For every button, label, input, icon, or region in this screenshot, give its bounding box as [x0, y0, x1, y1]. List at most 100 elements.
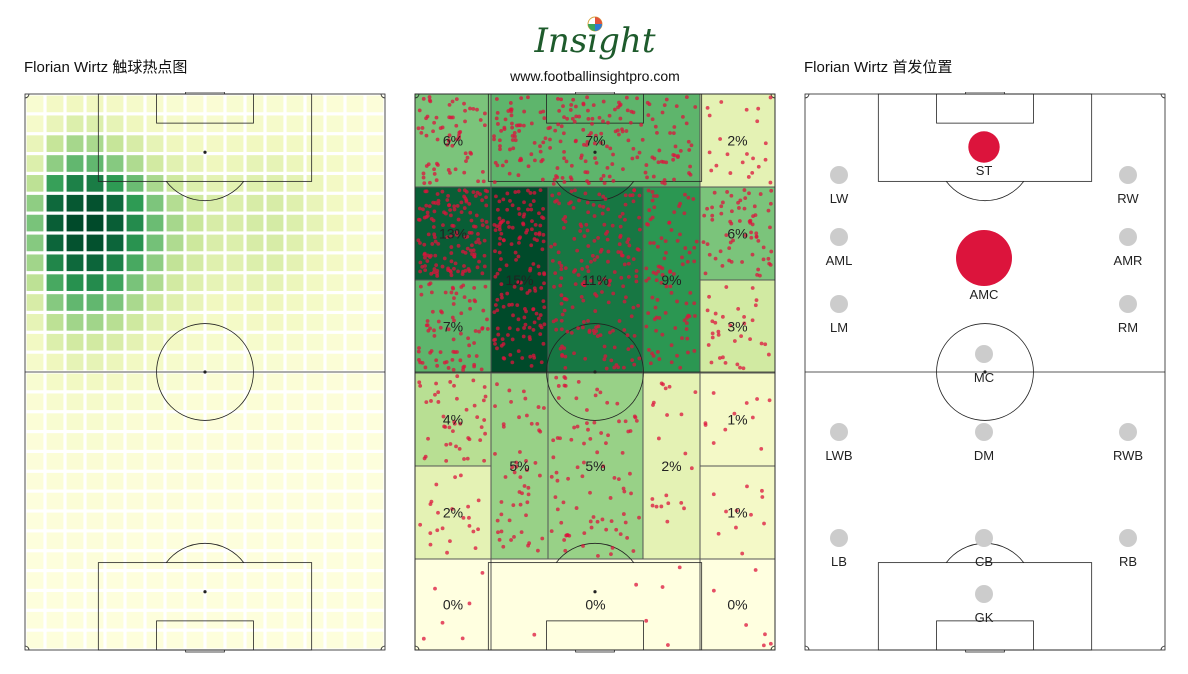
touch-point [707, 113, 712, 118]
heat-cells [26, 95, 384, 649]
touch-point [555, 166, 560, 170]
touch-point [435, 528, 440, 533]
touch-point [675, 238, 680, 243]
touch-point [550, 258, 555, 263]
heat-cell [206, 532, 224, 550]
touch-point [599, 131, 604, 136]
heat-cell [66, 294, 84, 311]
heat-cell [86, 492, 104, 510]
touch-point [436, 319, 441, 324]
touch-point [507, 303, 512, 307]
touch-point [475, 415, 480, 420]
touch-point [478, 438, 483, 442]
touch-point [754, 235, 759, 239]
touch-point [747, 191, 751, 196]
touch-point [562, 115, 566, 120]
touch-point [513, 250, 518, 255]
heat-cell [186, 611, 204, 629]
touch-point [541, 239, 546, 244]
heat-cell [226, 492, 244, 510]
heat-cell [146, 572, 164, 589]
heat-cell [146, 532, 164, 550]
touch-point [710, 213, 715, 218]
touch-point [766, 208, 771, 213]
touch-point [575, 424, 580, 429]
touch-point [452, 383, 456, 388]
touch-point [707, 150, 712, 155]
heat-cell [346, 333, 364, 351]
heat-cell [326, 413, 344, 430]
corner-arc [770, 645, 776, 651]
touch-point [540, 177, 545, 182]
touch-point [551, 181, 556, 186]
touch-point [686, 139, 691, 144]
touch-point [550, 193, 555, 198]
touch-point [597, 192, 602, 197]
heat-cell [346, 115, 364, 133]
touch-point [482, 418, 487, 422]
touch-point [499, 257, 503, 261]
touch-point [449, 251, 454, 255]
touch-point [635, 96, 639, 101]
heat-cell [186, 512, 204, 530]
touch-point [626, 347, 631, 352]
heat-cell [26, 552, 44, 569]
touch-point [541, 140, 546, 145]
heat-cell [126, 194, 144, 212]
touch-point [467, 298, 472, 303]
touch-point [435, 274, 440, 278]
touch-point [631, 305, 636, 310]
touch-point [561, 104, 565, 109]
heat-cell [326, 353, 344, 371]
touch-point [539, 360, 544, 365]
zone-cell [490, 558, 701, 651]
heat-cell [146, 631, 164, 649]
heat-cell [26, 433, 44, 450]
touch-point [657, 316, 662, 320]
touch-point [511, 313, 515, 318]
heat-cell [86, 512, 104, 530]
touch-point [424, 203, 429, 208]
touch-point [482, 123, 487, 128]
heat-cell [146, 155, 164, 172]
touch-point [450, 507, 455, 511]
corner-arc [804, 93, 810, 99]
heat-cell [86, 631, 104, 649]
touch-point [606, 249, 611, 254]
touch-point [654, 504, 659, 509]
heat-cell [106, 353, 124, 371]
touch-point [661, 160, 666, 164]
heat-cell [246, 433, 264, 450]
touch-point [515, 303, 520, 308]
heat-cell [126, 393, 144, 411]
heat-cell [286, 532, 304, 550]
touch-point [576, 379, 581, 384]
heat-cell [266, 433, 284, 450]
touch-point [553, 495, 558, 500]
website-link[interactable]: www.footballinsightpro.com [510, 68, 680, 84]
touch-point [588, 519, 593, 524]
heat-cell [186, 413, 204, 430]
heat-cell [26, 214, 44, 232]
six-yard-box-top [936, 93, 1034, 124]
touch-point [606, 120, 610, 125]
touch-point [586, 116, 591, 121]
touch-point [549, 244, 553, 249]
heat-cell [146, 512, 164, 530]
heat-cell [146, 314, 164, 331]
touch-point [645, 222, 649, 226]
touch-point [625, 333, 630, 338]
touch-point [494, 116, 499, 121]
heat-cell [266, 175, 284, 192]
heat-cell [346, 194, 364, 212]
touch-point [603, 354, 608, 359]
touch-point [497, 216, 502, 221]
touch-point [554, 375, 559, 380]
touch-point [634, 582, 639, 587]
heat-cell [266, 274, 284, 291]
touch-point [518, 123, 523, 128]
touch-point [484, 195, 488, 200]
touch-point [576, 273, 581, 277]
touch-point [527, 325, 532, 330]
touch-point [497, 138, 502, 143]
